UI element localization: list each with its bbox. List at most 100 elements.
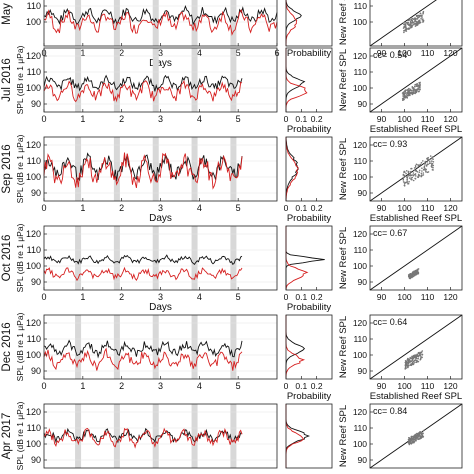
scatter-point [425, 165, 428, 167]
prob-tick-label: 0 [284, 292, 289, 302]
scatter-point [432, 158, 434, 160]
scatter-point [411, 17, 414, 20]
scatter-point [431, 169, 434, 171]
scatter-point [418, 169, 421, 172]
prob-tick-label: 0 [284, 203, 289, 213]
scatter-point [420, 17, 422, 20]
scatter-point [402, 174, 405, 176]
scatter-point [424, 169, 426, 171]
prob-tick-label: 0.1 [295, 114, 307, 124]
night-band [113, 137, 120, 201]
scatter-x-tick-label: 110 [421, 381, 435, 391]
scatter-point [412, 172, 415, 174]
scatter-x-tick-label: 110 [421, 292, 435, 302]
established-density [285, 0, 302, 46]
scatter-point [416, 435, 418, 438]
scatter-y-tick-label: 100 [353, 172, 367, 182]
scatter-point [411, 93, 414, 96]
scatter-y-tick-label: 110 [353, 245, 367, 255]
y-tick-label: 120 [26, 229, 41, 239]
scatter-point [414, 177, 416, 180]
prob-tick-label: 0 [284, 381, 289, 391]
scatter-point [423, 165, 426, 168]
scatter-point [412, 179, 415, 182]
period-label: Sep 2016 [1, 144, 13, 193]
scatter-point [409, 440, 412, 442]
scatter-point [410, 92, 413, 95]
scatter-point [415, 357, 418, 360]
scatter-point [406, 180, 408, 183]
scatter-point [411, 440, 414, 442]
x-tick-label: 3 [158, 292, 163, 302]
probability-axis-label: Probability [287, 391, 332, 402]
scatter-point [418, 434, 420, 437]
scatter-point [408, 27, 411, 30]
scatter-point [413, 167, 416, 169]
x-tick-label: 0 [41, 292, 46, 302]
scatter-y-tick-label: 90 [358, 455, 368, 465]
scatter-point [412, 174, 415, 177]
scatter-point [415, 440, 417, 442]
scatter-point [416, 176, 419, 178]
night-band [113, 226, 120, 290]
scatter-point [403, 93, 406, 95]
scatter-y-tick-label: 120 [353, 407, 367, 417]
scatter-point [402, 21, 405, 24]
scatter-point [408, 274, 410, 277]
scatter-point [410, 21, 412, 23]
scatter-y-tick-label: 100 [353, 439, 367, 449]
scatter-point [421, 174, 423, 177]
prob-tick-label: 0.2 [311, 114, 323, 124]
scatter-point [422, 432, 424, 435]
scatter-point [414, 85, 416, 88]
night-band [230, 226, 237, 290]
scatter-point [416, 432, 418, 435]
scatter-point [413, 90, 415, 92]
scatter-x-tick-label: 120 [443, 203, 457, 213]
scatter-point [412, 87, 415, 90]
scatter-y-axis-label: New Reef SPL [338, 405, 349, 467]
scatter-point [416, 14, 419, 17]
scatter-point [422, 18, 424, 20]
scatter-point [424, 162, 427, 165]
scatter-point [406, 93, 408, 96]
prob-tick-label: 0.2 [311, 203, 323, 213]
scatter-point [411, 355, 413, 358]
scatter-x-tick-label: 90 [377, 381, 387, 391]
scatter-point [413, 434, 416, 437]
scatter-point [405, 170, 408, 172]
days-axis-label: Days [149, 213, 172, 224]
scatter-x-axis-label: Established Reef SPL [370, 213, 462, 224]
scatter-y-tick-label: 100 [353, 350, 367, 360]
new-reef-trace [43, 9, 278, 36]
scatter-point [418, 90, 420, 93]
scatter-y-tick-label: 100 [353, 261, 367, 271]
x-tick-label: 0 [41, 114, 46, 124]
y-tick-label: 100 [26, 439, 41, 449]
scatter-point [414, 173, 416, 176]
scatter-point [422, 429, 425, 432]
y-tick-label: 110 [27, 334, 41, 344]
scatter-point [420, 172, 423, 175]
x-tick-label: 0 [41, 203, 46, 213]
scatter-point [404, 90, 406, 92]
scatter-point [426, 161, 429, 163]
scatter-point [417, 273, 419, 275]
scatter-x-tick-label: 90 [377, 48, 387, 58]
y-tick-label: 90 [31, 366, 41, 376]
scatter-x-tick-label: 120 [443, 48, 457, 58]
x-tick-label: 5 [236, 48, 241, 58]
scatter-point [407, 362, 409, 364]
scatter-point [405, 172, 407, 175]
probability-frame [285, 403, 333, 469]
scatter-x-tick-label: 110 [421, 114, 435, 124]
scatter-point [411, 87, 414, 89]
x-tick-label: 1 [80, 292, 85, 302]
scatter-point [417, 164, 419, 166]
night-band [152, 404, 159, 468]
